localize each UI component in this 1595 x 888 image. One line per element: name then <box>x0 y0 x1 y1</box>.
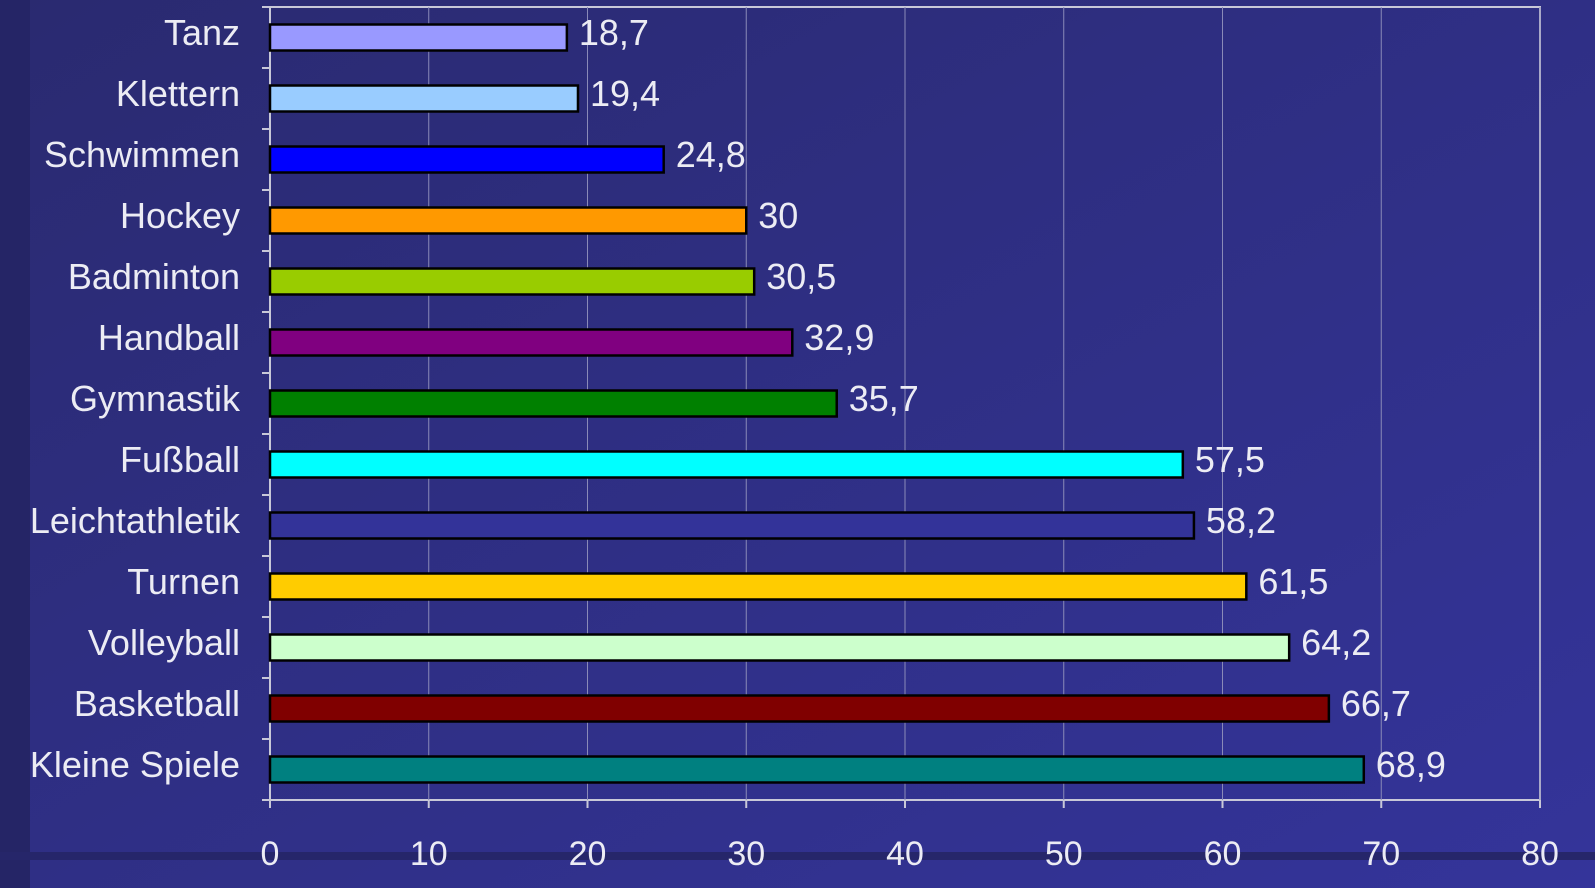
x-tick-label: 0 <box>261 835 280 873</box>
value-label: 66,7 <box>1341 683 1411 724</box>
y-tick-label: Badminton <box>68 256 240 297</box>
x-tick-label: 80 <box>1521 835 1559 873</box>
value-label: 68,9 <box>1376 744 1446 785</box>
bar <box>268 450 1185 479</box>
bar <box>268 23 569 52</box>
y-tick-label: Fußball <box>120 439 240 480</box>
value-label: 35,7 <box>849 378 919 419</box>
side-stripe <box>0 0 30 888</box>
value-label: 64,2 <box>1301 622 1371 663</box>
y-tick-label: Kleine Spiele <box>30 744 240 785</box>
value-label: 18,7 <box>579 12 649 53</box>
bar <box>268 267 756 296</box>
y-tick-label: Basketball <box>74 683 240 724</box>
y-tick-label: Hockey <box>120 195 240 236</box>
bottom-stripe <box>0 852 1595 860</box>
y-tick-label: Handball <box>98 317 240 358</box>
y-tick-label: Schwimmen <box>44 134 240 175</box>
bar <box>268 328 794 357</box>
x-tick-label: 50 <box>1045 835 1083 873</box>
y-tick-label: Klettern <box>116 73 240 114</box>
value-label: 61,5 <box>1258 561 1328 602</box>
bar <box>268 511 1196 540</box>
value-label: 30,5 <box>766 256 836 297</box>
value-label: 30 <box>758 195 798 236</box>
x-tick-label: 20 <box>569 835 607 873</box>
bar <box>268 633 1291 662</box>
value-label: 24,8 <box>676 134 746 175</box>
y-tick-label: Tanz <box>164 12 240 53</box>
bar <box>268 206 748 235</box>
bar <box>268 755 1366 784</box>
y-tick-label: Volleyball <box>88 622 240 663</box>
y-tick-label: Leichtathletik <box>30 500 241 541</box>
x-tick-label: 60 <box>1204 835 1242 873</box>
value-label: 19,4 <box>590 73 660 114</box>
bar <box>268 145 665 174</box>
bar <box>268 84 580 113</box>
y-tick-label: Turnen <box>127 561 240 602</box>
x-tick-label: 40 <box>886 835 924 873</box>
value-label: 57,5 <box>1195 439 1265 480</box>
value-label: 58,2 <box>1206 500 1276 541</box>
bar <box>268 694 1331 723</box>
bar <box>268 389 838 418</box>
y-tick-label: Gymnastik <box>70 378 241 419</box>
x-tick-label: 70 <box>1362 835 1400 873</box>
value-label: 32,9 <box>804 317 874 358</box>
x-tick-label: 30 <box>727 835 765 873</box>
bar <box>268 572 1248 601</box>
x-tick-label: 10 <box>410 835 448 873</box>
